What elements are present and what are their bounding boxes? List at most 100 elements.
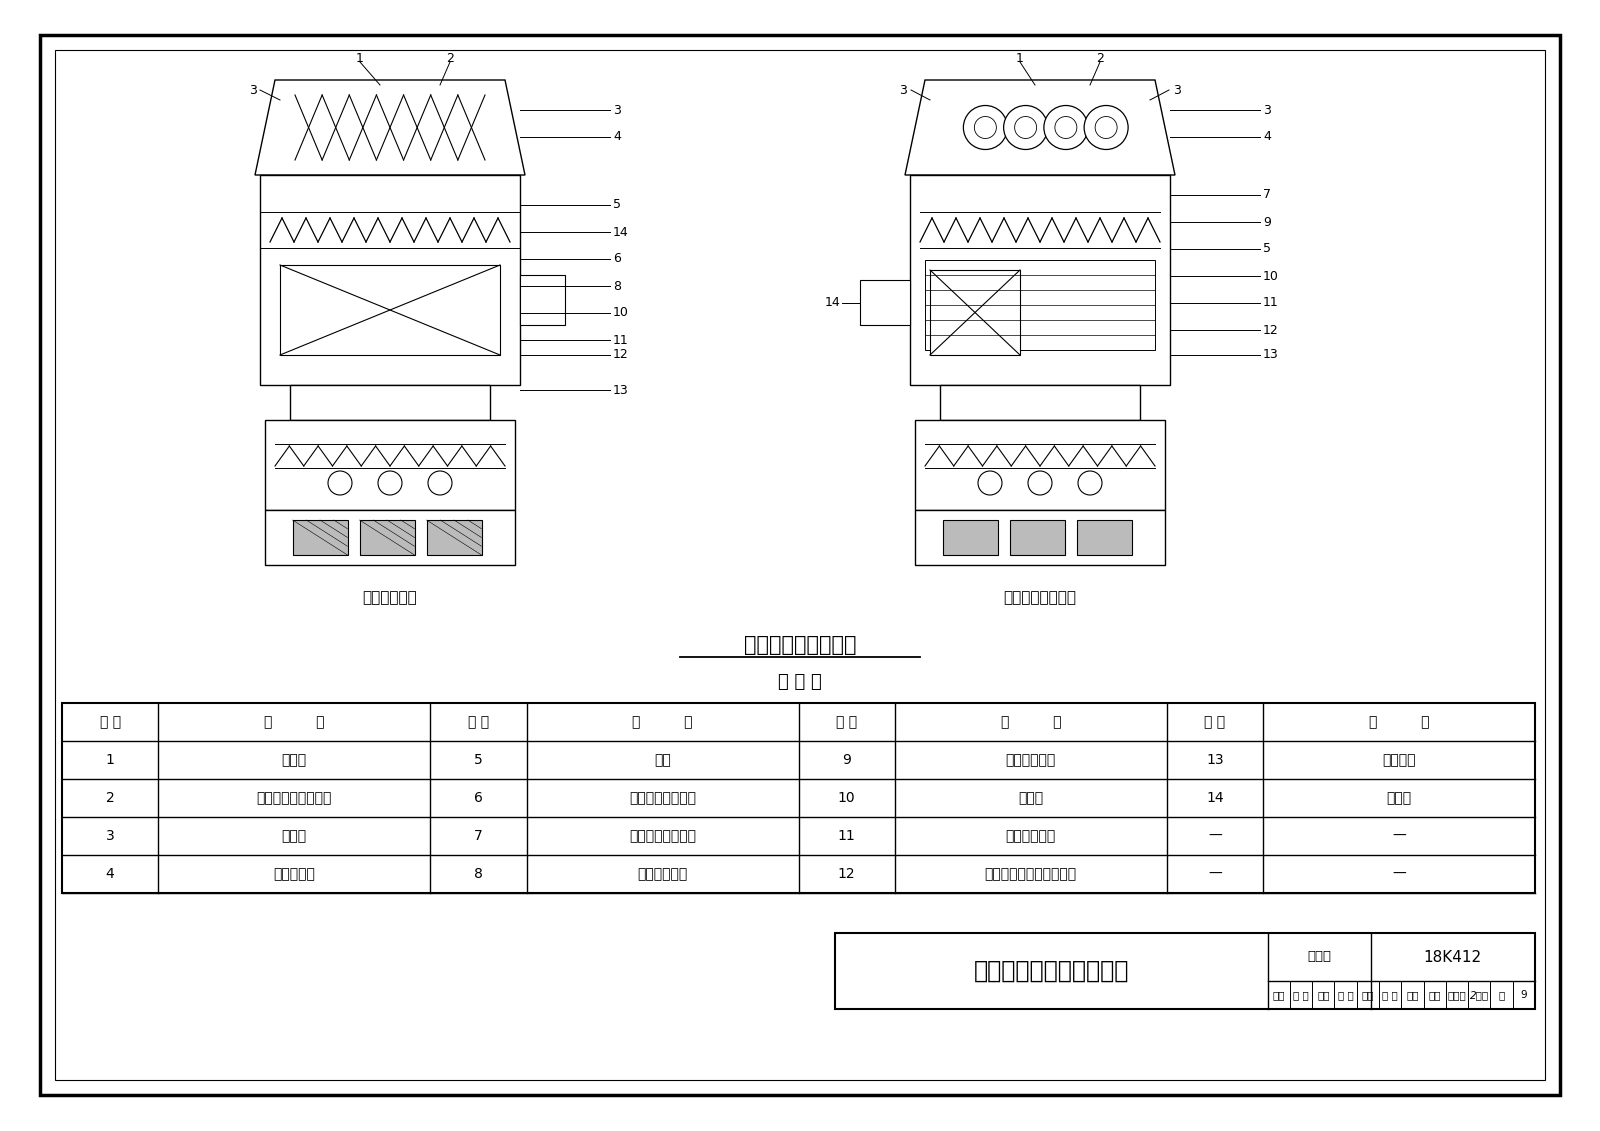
Text: 钟 磊: 钟 磊 [1293, 990, 1309, 1000]
Circle shape [1054, 116, 1077, 138]
Text: 回风口: 回风口 [282, 829, 307, 843]
Bar [910, 175, 1170, 385]
Text: 3: 3 [1173, 84, 1181, 96]
Bar [1077, 520, 1131, 555]
Text: 4: 4 [1262, 130, 1270, 144]
Text: 2: 2 [106, 791, 115, 805]
Text: 14: 14 [1206, 791, 1224, 805]
Text: —: — [1208, 867, 1222, 881]
Bar [290, 385, 490, 420]
Bar [915, 510, 1165, 566]
Text: 6: 6 [474, 791, 483, 805]
Text: —: — [1392, 829, 1406, 843]
Text: 审定: 审定 [1317, 990, 1330, 1000]
Text: 图集号: 图集号 [1307, 950, 1331, 964]
Text: 5: 5 [474, 753, 483, 767]
Text: 1: 1 [1016, 52, 1024, 64]
Circle shape [1014, 116, 1037, 138]
Text: 14: 14 [824, 296, 840, 309]
Text: 5: 5 [613, 199, 621, 211]
Text: 序 号: 序 号 [1205, 715, 1226, 729]
Text: 冷热盘管（卧式）: 冷热盘管（卧式） [629, 791, 696, 805]
Text: 10: 10 [613, 307, 629, 319]
Text: 混风调节电动执行器: 混风调节电动执行器 [256, 791, 331, 805]
Text: （变频调速系列）: （变频调速系列） [1003, 590, 1077, 605]
Text: 10: 10 [1262, 269, 1278, 283]
Bar [520, 275, 565, 325]
Text: 序 号: 序 号 [99, 715, 120, 729]
Circle shape [974, 116, 997, 138]
Text: 6: 6 [613, 252, 621, 266]
Text: 9: 9 [1262, 216, 1270, 228]
Text: 3: 3 [613, 104, 621, 116]
Circle shape [963, 105, 1008, 149]
Text: 冷热盘管（立式）: 冷热盘管（立式） [629, 829, 696, 843]
Text: 供暖空调新风型设备构造: 供暖空调新风型设备构造 [974, 959, 1130, 983]
Text: 名          称: 名 称 [1368, 715, 1429, 729]
Text: 3: 3 [106, 829, 115, 843]
Text: 冷凝水分离器: 冷凝水分离器 [637, 867, 688, 881]
Text: 12: 12 [1262, 323, 1278, 337]
Text: 序 号: 序 号 [467, 715, 490, 729]
Text: 设计: 设计 [1429, 990, 1442, 1000]
Text: 3: 3 [250, 84, 258, 96]
Text: 供暖空调新风型设备: 供暖空调新风型设备 [744, 634, 856, 655]
Text: 13: 13 [1262, 348, 1278, 362]
Circle shape [429, 470, 453, 495]
Text: 名          称: 名 称 [632, 715, 693, 729]
Text: 11: 11 [838, 829, 856, 843]
Circle shape [1043, 105, 1088, 149]
Bar [925, 260, 1155, 349]
Text: 名          称: 名 称 [264, 715, 325, 729]
Text: 3: 3 [1262, 104, 1270, 116]
Bar [930, 270, 1021, 355]
Bar [62, 703, 1534, 893]
Bar [427, 520, 482, 555]
Text: 消声帽: 消声帽 [1018, 791, 1043, 805]
Text: 7: 7 [1262, 189, 1270, 201]
Text: 张 阳: 张 阳 [1382, 990, 1398, 1000]
Text: 名          称: 名 称 [1000, 715, 1061, 729]
Text: 8: 8 [474, 867, 483, 881]
Text: 11: 11 [1262, 296, 1278, 310]
Text: 王进波: 王进波 [1448, 990, 1466, 1000]
Text: 4: 4 [106, 867, 115, 881]
Text: 3: 3 [899, 84, 907, 96]
Text: 张祁: 张祁 [1406, 990, 1419, 1000]
Polygon shape [254, 80, 525, 175]
Circle shape [1094, 116, 1117, 138]
Text: 旋流风口: 旋流风口 [1382, 753, 1416, 767]
Circle shape [1078, 470, 1102, 495]
Text: 9: 9 [842, 753, 851, 767]
Bar [861, 280, 910, 325]
Text: 冷凝水集水盘: 冷凝水集水盘 [1006, 753, 1056, 767]
Text: 1: 1 [106, 753, 115, 767]
Circle shape [978, 470, 1002, 495]
Text: 页: 页 [1499, 990, 1504, 1000]
Text: 审核: 审核 [1272, 990, 1285, 1000]
Text: 8: 8 [613, 279, 621, 293]
Text: 13: 13 [1206, 753, 1224, 767]
Bar [259, 175, 520, 385]
Text: 许 么: 许 么 [1338, 990, 1354, 1000]
Text: 9: 9 [1520, 990, 1526, 1000]
Text: 2: 2 [446, 52, 454, 64]
Text: 组 件 表: 组 件 表 [778, 673, 822, 691]
Text: 4: 4 [613, 130, 621, 144]
Text: 校对: 校对 [1362, 990, 1374, 1000]
Text: 13: 13 [613, 383, 629, 397]
Circle shape [328, 470, 352, 495]
Bar [835, 933, 1534, 1009]
Text: 1: 1 [357, 52, 363, 64]
Bar [941, 385, 1139, 420]
Text: —: — [1208, 829, 1222, 843]
Text: 5: 5 [1262, 242, 1270, 256]
Bar [280, 265, 499, 355]
Circle shape [1003, 105, 1048, 149]
Text: 粗效过滤器: 粗效过滤器 [274, 867, 315, 881]
Text: 11: 11 [613, 334, 629, 346]
Text: 2: 2 [1096, 52, 1104, 64]
Bar [1010, 520, 1064, 555]
Bar [942, 520, 997, 555]
Text: 12: 12 [613, 348, 629, 362]
